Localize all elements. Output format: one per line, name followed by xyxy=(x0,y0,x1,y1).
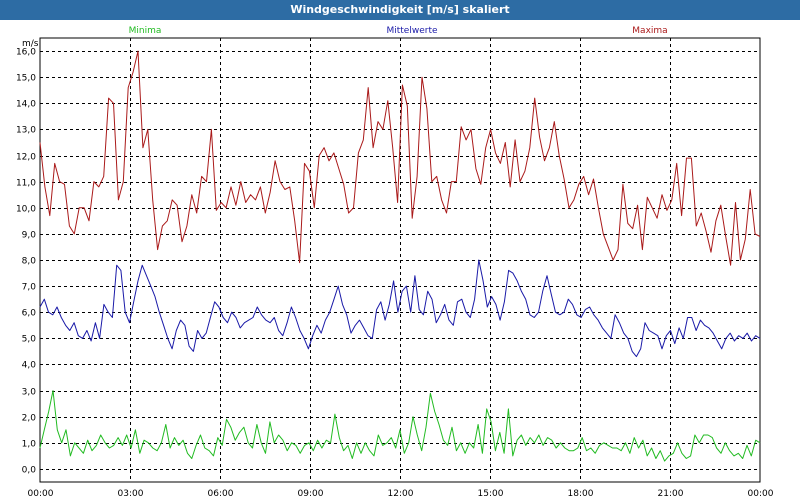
x-tick-time: 09:00 xyxy=(298,489,324,499)
series-line-min xyxy=(39,390,761,462)
chart-area: 0,0 1,0 2,0 3,0 4,0 5,0 6,0 7,0 8,0 9,0 10,0 11,0 12… xyxy=(16,26,774,499)
y-axis: 0,0 1,0 2,0 3,0 4,0 5,0 6,0 7,0 8,0 9,0 10,0 11,0 12… xyxy=(16,48,36,476)
y-tick-label: 6,0 xyxy=(22,309,37,319)
x-tick-time: 03:00 xyxy=(118,489,144,499)
y-tick-label: 1,0 xyxy=(22,440,37,450)
y-tick-label: 4,0 xyxy=(22,361,37,371)
y-tick-label: 12,0 xyxy=(16,153,36,163)
y-tick-label: 10,0 xyxy=(16,205,36,215)
y-tick-label: 2,0 xyxy=(22,414,37,424)
x-tick-time: 12:00 xyxy=(388,489,414,499)
y-tick-label: 5,0 xyxy=(22,335,37,345)
y-tick-label: 8,0 xyxy=(22,257,37,267)
legend-mean: Mittelwerte xyxy=(386,26,437,36)
y-tick-label: 16,0 xyxy=(16,48,36,58)
y-tick-label: 15,0 xyxy=(16,74,36,84)
x-tick-time: 00:00 xyxy=(28,489,54,499)
y-tick-label: 13,0 xyxy=(16,126,36,136)
y-tick-label: 0,0 xyxy=(22,466,37,476)
legend: Minima Mittelwerte Maxima xyxy=(129,26,668,36)
y-axis-unit-label: m/s xyxy=(22,39,39,49)
y-tick-label: 9,0 xyxy=(22,231,37,241)
x-tick-time: 18:00 xyxy=(568,489,594,499)
legend-max: Maxima xyxy=(632,26,667,36)
legend-min: Minima xyxy=(129,26,162,36)
y-tick-label: 3,0 xyxy=(22,388,37,398)
x-axis: 00:0021.02.2203:0021.02.2206:0021.02.220… xyxy=(28,489,774,499)
grid xyxy=(39,37,761,483)
x-tick-time: 06:00 xyxy=(208,489,234,499)
x-tick-time: 21:00 xyxy=(658,489,684,499)
y-tick-label: 14,0 xyxy=(16,100,36,110)
x-tick-time: 00:00 xyxy=(748,489,774,499)
series-group xyxy=(39,50,761,462)
y-tick-label: 11,0 xyxy=(16,179,36,189)
y-tick-label: 7,0 xyxy=(22,283,37,293)
series-line-max xyxy=(39,50,761,266)
series-line-mean xyxy=(39,259,761,358)
chart-title: Windgeschwindigkeit [m/s] skaliert xyxy=(0,0,800,20)
x-tick-time: 15:00 xyxy=(478,489,504,499)
